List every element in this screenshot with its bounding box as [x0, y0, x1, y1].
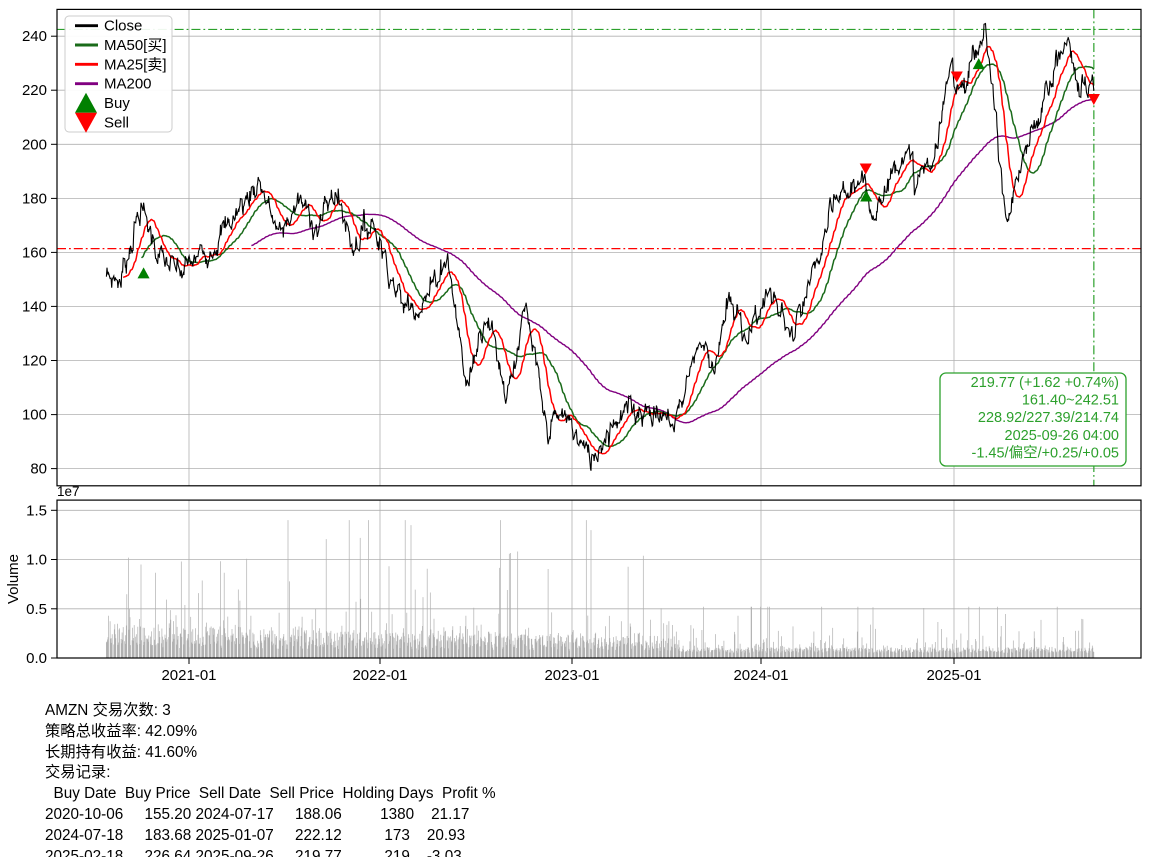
svg-text:80: 80 — [30, 461, 47, 478]
svg-text:0.5: 0.5 — [26, 601, 47, 618]
svg-text:140: 140 — [22, 298, 47, 315]
svg-text:1e7: 1e7 — [57, 484, 80, 499]
svg-text:Buy: Buy — [104, 95, 130, 112]
svg-text:2025-01: 2025-01 — [926, 667, 981, 684]
svg-text:1.5: 1.5 — [26, 502, 47, 519]
svg-text:220: 220 — [22, 82, 47, 99]
svg-text:2022-01: 2022-01 — [352, 667, 407, 684]
svg-text:2021-01: 2021-01 — [161, 667, 216, 684]
svg-text:1.0: 1.0 — [26, 552, 47, 569]
svg-text:Sell: Sell — [104, 114, 129, 131]
svg-text:160: 160 — [22, 244, 47, 261]
svg-text:MA200: MA200 — [104, 76, 152, 93]
svg-text:200: 200 — [22, 136, 47, 153]
svg-text:2024-01: 2024-01 — [733, 667, 788, 684]
svg-text:228.92/227.39/214.74: 228.92/227.39/214.74 — [978, 410, 1119, 426]
svg-text:Close: Close — [104, 18, 142, 35]
svg-text:Volume: Volume — [5, 554, 22, 604]
svg-text:161.40~242.51: 161.40~242.51 — [1022, 393, 1119, 409]
svg-text:100: 100 — [22, 407, 47, 424]
svg-text:-1.45/偏空/+0.25/+0.05: -1.45/偏空/+0.25/+0.05 — [971, 444, 1119, 461]
svg-text:2025-09-26 04:00: 2025-09-26 04:00 — [1005, 428, 1120, 444]
svg-text:MA25[卖]: MA25[卖] — [104, 56, 167, 73]
svg-text:240: 240 — [22, 28, 47, 45]
svg-text:219.77 (+1.62 +0.74%): 219.77 (+1.62 +0.74%) — [971, 375, 1119, 391]
svg-text:2023-01: 2023-01 — [544, 667, 599, 684]
svg-text:120: 120 — [22, 353, 47, 370]
svg-text:MA50[买]: MA50[买] — [104, 37, 167, 54]
svg-text:180: 180 — [22, 190, 47, 207]
svg-text:0.0: 0.0 — [26, 650, 47, 667]
